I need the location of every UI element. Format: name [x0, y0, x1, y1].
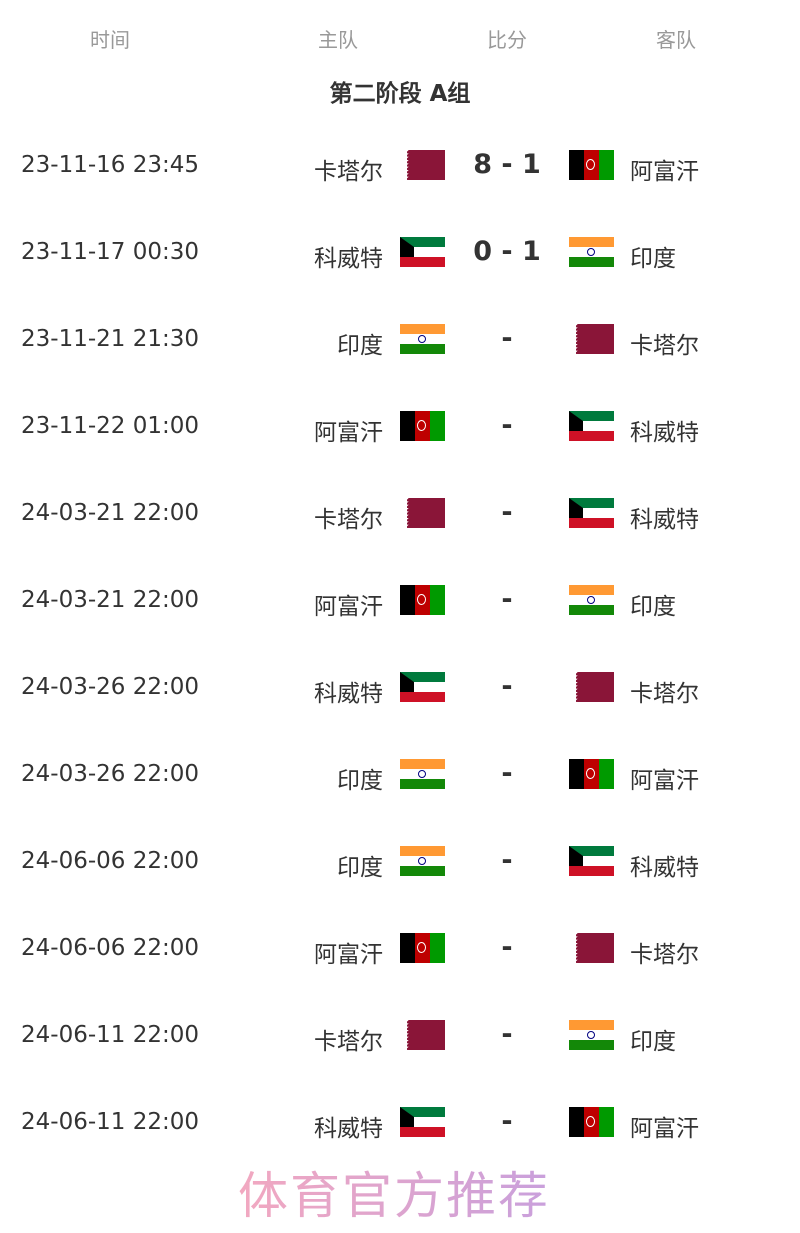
match-row[interactable]: 23-11-16 23:45 卡塔尔 8 - 1 阿富汗	[0, 118, 800, 205]
match-row[interactable]: 24-03-26 22:00 科威特 - 卡塔尔	[0, 640, 800, 727]
home-team: 阿富汗	[314, 942, 383, 968]
match-time: 24-03-26 22:00	[21, 674, 199, 700]
home-team: 印度	[337, 855, 383, 881]
match-time: 24-03-21 22:00	[21, 587, 199, 613]
match-score: -	[501, 932, 513, 963]
afghanistan-flag-icon	[400, 585, 445, 615]
match-score: -	[501, 584, 513, 615]
match-row[interactable]: 24-03-26 22:00 印度 - 阿富汗	[0, 727, 800, 814]
kuwait-flag-icon	[400, 1107, 445, 1137]
away-team: 卡塔尔	[630, 681, 699, 707]
match-time: 23-11-21 21:30	[21, 326, 199, 352]
match-row[interactable]: 24-06-11 22:00 科威特 - 阿富汗	[0, 1075, 800, 1162]
afghanistan-flag-icon	[569, 150, 614, 180]
home-team: 科威特	[314, 681, 383, 707]
match-row[interactable]: 24-03-21 22:00 阿富汗 - 印度	[0, 553, 800, 640]
kuwait-flag-icon	[400, 672, 445, 702]
match-time: 24-03-26 22:00	[21, 761, 199, 787]
qatar-flag-icon	[400, 150, 445, 180]
away-team: 卡塔尔	[630, 942, 699, 968]
away-team: 科威特	[630, 420, 699, 446]
match-time: 24-06-06 22:00	[21, 935, 199, 961]
away-team: 印度	[630, 594, 676, 620]
afghanistan-flag-icon	[400, 411, 445, 441]
match-time: 24-03-21 22:00	[21, 500, 199, 526]
home-team: 卡塔尔	[314, 1029, 383, 1055]
header-time: 时间	[90, 28, 130, 52]
qatar-flag-icon	[569, 324, 614, 354]
home-team: 阿富汗	[314, 594, 383, 620]
match-row[interactable]: 24-06-11 22:00 卡塔尔 - 印度	[0, 988, 800, 1075]
india-flag-icon	[400, 324, 445, 354]
india-flag-icon	[569, 237, 614, 267]
group-title: 第二阶段 A组	[329, 81, 471, 107]
india-flag-icon	[400, 846, 445, 876]
away-team: 科威特	[630, 507, 699, 533]
match-score: -	[501, 1019, 513, 1050]
match-score: -	[501, 671, 513, 702]
match-row[interactable]: 24-06-06 22:00 印度 - 科威特	[0, 814, 800, 901]
match-row[interactable]: 24-06-06 22:00 阿富汗 - 卡塔尔	[0, 901, 800, 988]
away-team: 阿富汗	[630, 159, 699, 185]
afghanistan-flag-icon	[569, 759, 614, 789]
header-home: 主队	[318, 28, 358, 52]
match-score: -	[501, 845, 513, 876]
india-flag-icon	[400, 759, 445, 789]
watermark: 体育官方推荐	[238, 1167, 550, 1225]
home-team: 印度	[337, 333, 383, 359]
kuwait-flag-icon	[569, 846, 614, 876]
match-time: 24-06-11 22:00	[21, 1022, 199, 1048]
away-team: 阿富汗	[630, 768, 699, 794]
match-time: 24-06-06 22:00	[21, 848, 199, 874]
away-team: 印度	[630, 246, 676, 272]
kuwait-flag-icon	[569, 411, 614, 441]
match-row[interactable]: 23-11-17 00:30 科威特 0 - 1 印度	[0, 205, 800, 292]
home-team: 科威特	[314, 246, 383, 272]
afghanistan-flag-icon	[569, 1107, 614, 1137]
match-score: -	[501, 758, 513, 789]
kuwait-flag-icon	[569, 498, 614, 528]
home-team: 印度	[337, 768, 383, 794]
match-time: 23-11-16 23:45	[21, 152, 199, 178]
header-score: 比分	[487, 28, 527, 52]
match-score: -	[501, 410, 513, 441]
match-score: 8 - 1	[473, 149, 541, 180]
india-flag-icon	[569, 1020, 614, 1050]
qatar-flag-icon	[569, 672, 614, 702]
home-team: 科威特	[314, 1116, 383, 1142]
home-team: 卡塔尔	[314, 507, 383, 533]
away-team: 阿富汗	[630, 1116, 699, 1142]
kuwait-flag-icon	[400, 237, 445, 267]
match-score: -	[501, 497, 513, 528]
match-time: 23-11-22 01:00	[21, 413, 199, 439]
match-time: 24-06-11 22:00	[21, 1109, 199, 1135]
qatar-flag-icon	[400, 1020, 445, 1050]
home-team: 卡塔尔	[314, 159, 383, 185]
match-row[interactable]: 23-11-21 21:30 印度 - 卡塔尔	[0, 292, 800, 379]
header-away: 客队	[656, 28, 696, 52]
away-team: 科威特	[630, 855, 699, 881]
india-flag-icon	[569, 585, 614, 615]
match-time: 23-11-17 00:30	[21, 239, 199, 265]
home-team: 阿富汗	[314, 420, 383, 446]
qatar-flag-icon	[400, 498, 445, 528]
qatar-flag-icon	[569, 933, 614, 963]
afghanistan-flag-icon	[400, 933, 445, 963]
match-score: -	[501, 1106, 513, 1137]
match-score: -	[501, 323, 513, 354]
match-score: 0 - 1	[473, 236, 541, 267]
away-team: 卡塔尔	[630, 333, 699, 359]
match-row[interactable]: 24-03-21 22:00 卡塔尔 - 科威特	[0, 466, 800, 553]
away-team: 印度	[630, 1029, 676, 1055]
match-row[interactable]: 23-11-22 01:00 阿富汗 - 科威特	[0, 379, 800, 466]
